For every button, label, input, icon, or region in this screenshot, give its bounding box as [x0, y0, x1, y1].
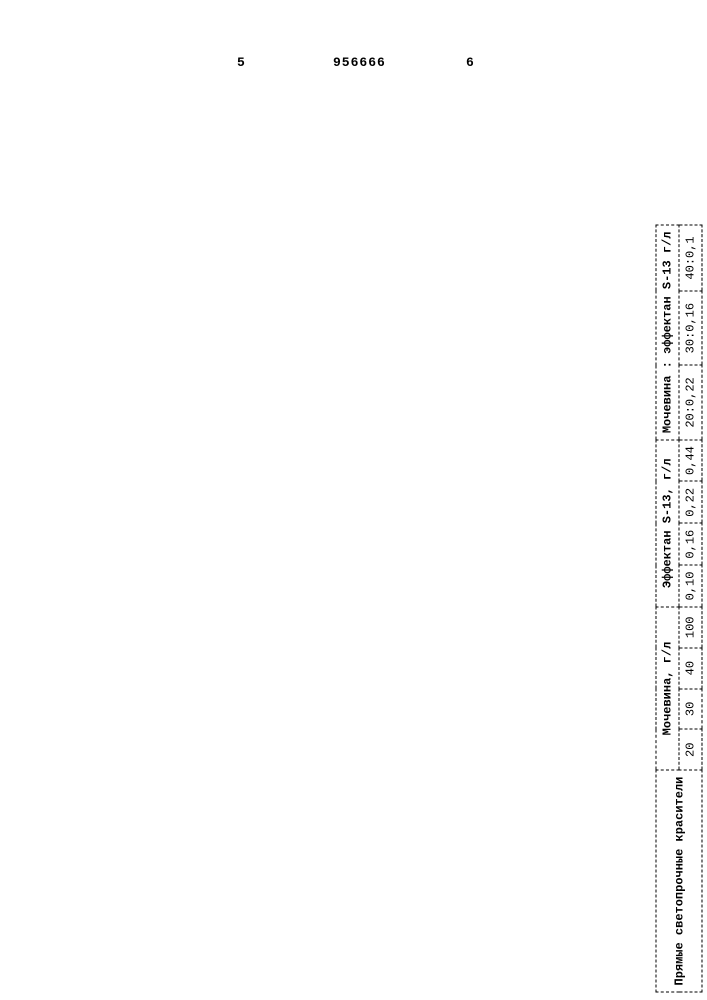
- row-name: Голубой: [702, 770, 707, 992]
- cell: 0,48: [702, 481, 707, 523]
- col-0-10: 0,10: [679, 565, 702, 607]
- col-40: 40: [679, 648, 702, 689]
- col-30-016: 30:0,16: [679, 291, 702, 365]
- group-ratio: Мочевина : эффектан S-13 г/л: [656, 225, 679, 440]
- page-number-right: 6: [466, 55, 474, 70]
- cell: 0,41: [702, 440, 707, 482]
- col-0-44: 0,44: [679, 440, 702, 482]
- col-0-16: 0,16: [679, 523, 702, 565]
- cell: 0,73: [702, 607, 707, 648]
- rotated-table-container: Прямые светопрочные красители Мочевина, …: [655, 225, 707, 993]
- col-0-22: 0,22: [679, 481, 702, 523]
- document-number: 956666: [333, 55, 386, 70]
- col-20-022: 20:0,22: [679, 365, 702, 439]
- table-body: Голубой 0,96 0,90 0,80 0,73 0,61 0,53 0,…: [702, 225, 707, 992]
- cell: 0,96: [702, 729, 707, 770]
- cell: 0,90: [702, 689, 707, 730]
- col-30: 30: [679, 689, 702, 730]
- page: 5 956666 6 Прямые светопрочные красители…: [0, 0, 707, 1000]
- row-header: Прямые светопрочные красители: [656, 770, 702, 992]
- col-20: 20: [679, 729, 702, 770]
- cell: 0,80: [702, 648, 707, 689]
- cell: 0,53: [702, 523, 707, 565]
- cell: 0,22: [702, 291, 707, 365]
- cell: 0,24: [702, 365, 707, 439]
- table-row: Голубой 0,96 0,90 0,80 0,73 0,61 0,53 0,…: [702, 225, 707, 992]
- cell: 0,61: [702, 565, 707, 607]
- group-urea: Мочевина, г/л: [656, 607, 679, 770]
- col-100: 100: [679, 607, 702, 648]
- cell: 0,20: [702, 225, 707, 291]
- page-number-left: 5: [237, 55, 245, 70]
- data-table: Прямые светопрочные красители Мочевина, …: [655, 225, 707, 993]
- col-40-01: 40:0,1: [679, 225, 702, 291]
- group-effektan: Эффектан S-13, г/л: [656, 440, 679, 607]
